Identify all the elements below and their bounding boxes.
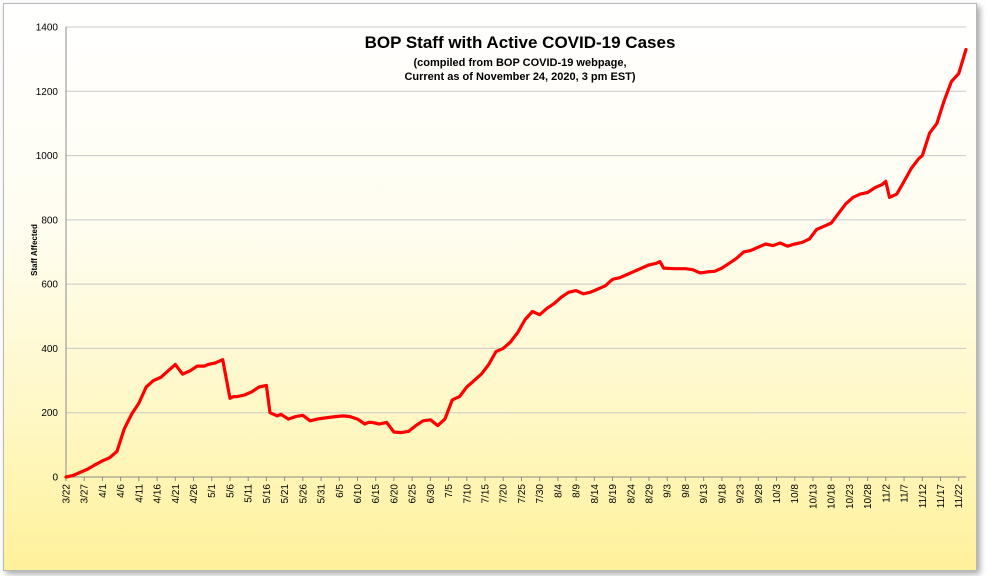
x-tick-label: 4/21 — [171, 484, 182, 504]
x-tick-label: 8/14 — [590, 484, 601, 504]
x-tick-label: 4/1 — [98, 484, 109, 498]
x-tick-label: 5/31 — [317, 484, 328, 504]
x-tick-label: 7/10 — [462, 484, 473, 504]
chart-frame — [3, 3, 977, 571]
x-tick-label: 3/22 — [62, 484, 73, 504]
x-tick-label: 9/18 — [717, 484, 728, 504]
chart-subtitle-line-1: (compiled from BOP COVID-19 webpage, — [413, 57, 626, 69]
x-tick-label: 9/3 — [663, 484, 674, 498]
x-tick-label: 7/15 — [481, 484, 492, 504]
x-tick-label: 8/4 — [553, 484, 564, 498]
x-tick-label: 7/5 — [444, 484, 455, 498]
x-tick-label: 5/26 — [298, 484, 309, 504]
x-tick-label: 7/30 — [535, 484, 546, 504]
x-tick-label: 9/28 — [754, 484, 765, 504]
x-tick-label: 6/15 — [371, 484, 382, 504]
series-group — [64, 47, 968, 479]
x-tick-label: 11/22 — [954, 484, 965, 509]
x-tick-label: 10/28 — [863, 484, 874, 509]
x-tick-label: 6/20 — [389, 484, 400, 504]
x-tick-label: 5/21 — [280, 484, 291, 504]
axes — [65, 27, 966, 481]
y-axis-label: Staff Affected — [30, 224, 39, 276]
y-tick-label: 1000 — [36, 151, 59, 162]
x-tick-label: 4/26 — [189, 484, 200, 504]
x-tick-label: 9/13 — [699, 484, 710, 504]
y-tick-label: 600 — [41, 280, 58, 291]
y-tick-label: 200 — [41, 408, 58, 419]
x-tick-label: 9/23 — [736, 484, 747, 504]
x-tick-label: 5/1 — [207, 484, 218, 498]
x-tick-label: 7/25 — [517, 484, 528, 504]
x-tick-label: 5/16 — [262, 484, 273, 504]
y-tick-label: 800 — [41, 215, 58, 226]
x-tick-label: 11/17 — [936, 484, 947, 509]
x-tick-label: 10/23 — [845, 484, 856, 509]
x-tick-label: 4/16 — [153, 484, 164, 504]
x-tick-label: 8/19 — [608, 484, 619, 504]
x-tick-label: 11/7 — [900, 484, 911, 503]
x-tick-label: 11/12 — [918, 484, 929, 509]
x-tick-label: 7/20 — [499, 484, 510, 504]
x-tick-label: 8/29 — [644, 484, 655, 504]
x-tick-label: 10/18 — [827, 484, 838, 509]
x-tick-label: 10/3 — [772, 484, 783, 504]
y-tick-labels: 0 200 400 600 800 1000 1200 1400 — [36, 23, 59, 484]
x-tick-label: 5/11 — [244, 484, 255, 503]
x-tick-label: 6/10 — [353, 484, 364, 504]
y-tick-label: 1400 — [36, 23, 59, 34]
gridlines — [66, 26, 966, 414]
y-tick-label: 400 — [41, 344, 58, 355]
chart-title: BOP Staff with Active COVID-19 Cases — [365, 33, 676, 52]
x-tick-label: 10/13 — [808, 484, 819, 509]
x-tick-label: 4/11 — [134, 484, 145, 503]
x-tick-label: 3/27 — [80, 484, 91, 504]
x-tick-label: 4/6 — [116, 484, 127, 498]
x-tick-label: 8/24 — [626, 484, 637, 504]
x-tick-label: 10/8 — [790, 484, 801, 504]
x-tick-label: 9/8 — [681, 484, 692, 498]
x-tick-label: 6/30 — [426, 484, 437, 504]
series-line — [64, 47, 968, 479]
x-tick-label: 5/6 — [225, 484, 236, 498]
x-tick-label: 8/9 — [572, 484, 583, 498]
y-tick-label: 1200 — [36, 87, 59, 98]
y-tick-label: 0 — [52, 473, 58, 484]
x-tick-labels: 3/22 3/27 4/1 4/6 4/11 4/16 4/21 4/26 5/1 5/6 5/11… — [62, 484, 966, 509]
x-tick-label: 6/5 — [335, 484, 346, 498]
chart-subtitle-line-2: Current as of November 24, 2020, 3 pm ES… — [404, 71, 635, 83]
x-tick-label: 6/25 — [408, 484, 419, 504]
x-tick-label: 11/2 — [881, 484, 892, 503]
